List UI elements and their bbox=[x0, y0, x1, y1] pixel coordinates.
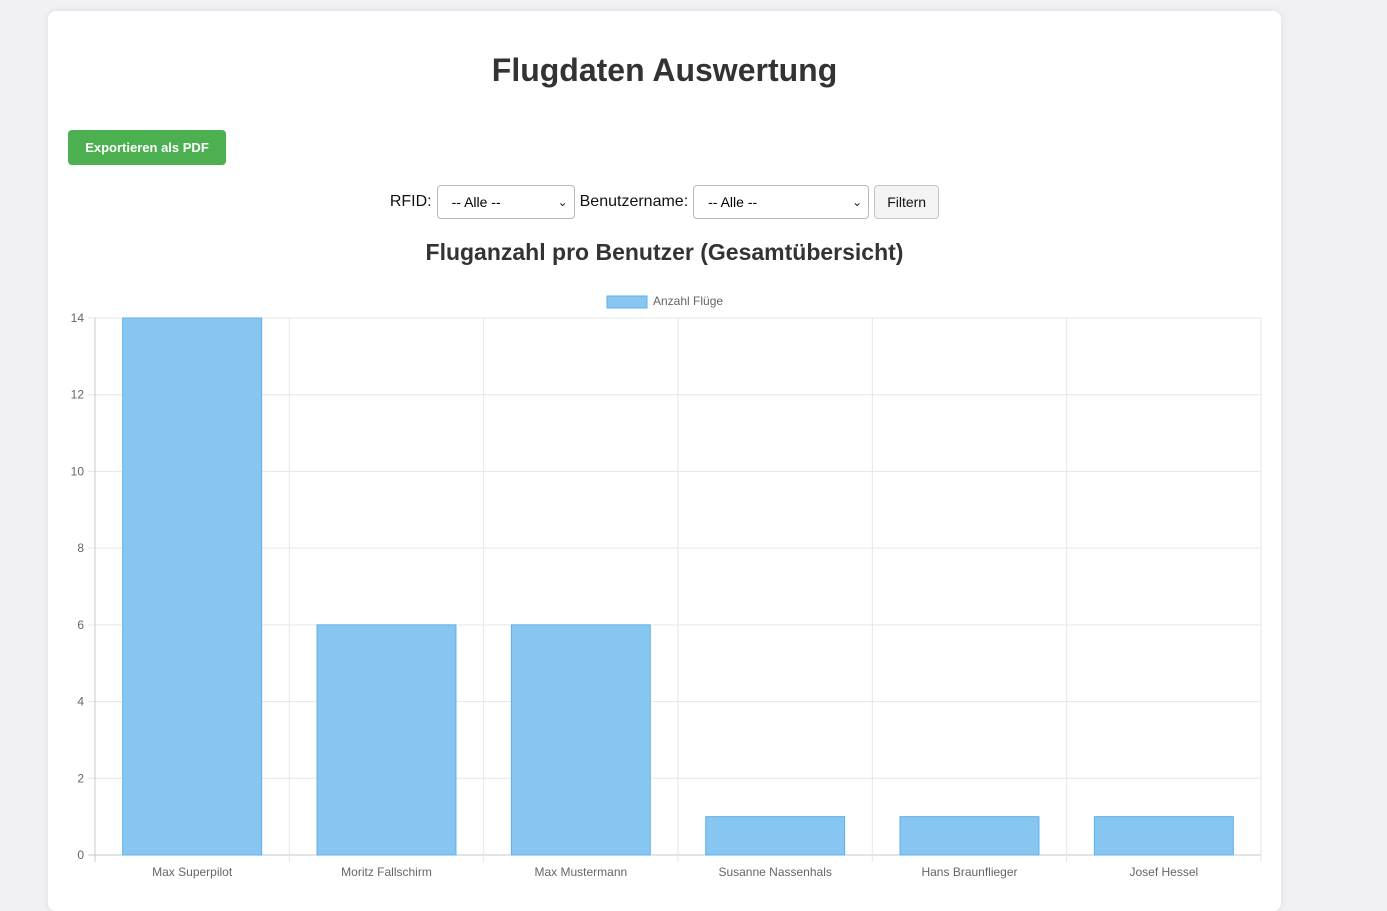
rfid-label: RFID: bbox=[389, 193, 432, 210]
y-tick-label: 4 bbox=[77, 695, 84, 709]
y-tick-label: 2 bbox=[77, 771, 84, 785]
bar bbox=[1093, 816, 1234, 856]
username-label: Benutzername: bbox=[579, 193, 689, 210]
y-tick-label: 14 bbox=[71, 311, 85, 325]
chevron-down-icon: ⌄ bbox=[557, 195, 568, 209]
bar-chart: 0 2 4 6 8 10 12 14 Max Superpilot Moritz Fallschi… bbox=[71, 294, 1262, 879]
y-tick-label: 6 bbox=[77, 618, 84, 632]
bar bbox=[316, 624, 457, 856]
filter-bar: RFID: -- Alle -- ⌄ Benutzername: -- Alle… bbox=[48, 185, 1281, 219]
rfid-select[interactable]: -- Alle -- ⌄ bbox=[436, 185, 575, 219]
filter-button[interactable]: Filtern bbox=[874, 185, 940, 219]
bar bbox=[899, 816, 1040, 856]
x-tick-label: Max Superpilot bbox=[152, 865, 233, 879]
bar bbox=[705, 816, 846, 856]
legend-swatch bbox=[606, 295, 648, 309]
y-tick-label: 8 bbox=[77, 541, 84, 555]
bar bbox=[510, 624, 651, 856]
x-tick-label: Susanne Nassenhals bbox=[718, 865, 831, 879]
bar bbox=[122, 317, 263, 856]
rfid-select-value: -- Alle -- bbox=[451, 194, 501, 210]
legend-label: Anzahl Flüge bbox=[653, 294, 723, 308]
chevron-down-icon: ⌄ bbox=[852, 195, 863, 209]
x-tick-label: Josef Hessel bbox=[1129, 865, 1198, 879]
chart-title: Fluganzahl pro Benutzer (Gesamtübersicht… bbox=[425, 239, 904, 265]
username-select-value: -- Alle -- bbox=[708, 194, 758, 210]
export-pdf-button[interactable]: Exportieren als PDF bbox=[68, 130, 226, 165]
y-tick-label: 10 bbox=[71, 464, 85, 478]
x-tick-label: Hans Braunflieger bbox=[921, 865, 1017, 879]
username-select[interactable]: -- Alle -- ⌄ bbox=[693, 185, 870, 219]
page-title: Flugdaten Auswertung bbox=[491, 52, 838, 88]
x-tick-label: Max Mustermann bbox=[534, 865, 627, 879]
y-tick-label: 0 bbox=[77, 848, 84, 862]
y-tick-label: 12 bbox=[71, 388, 85, 402]
x-tick-label: Moritz Fallschirm bbox=[341, 865, 432, 879]
